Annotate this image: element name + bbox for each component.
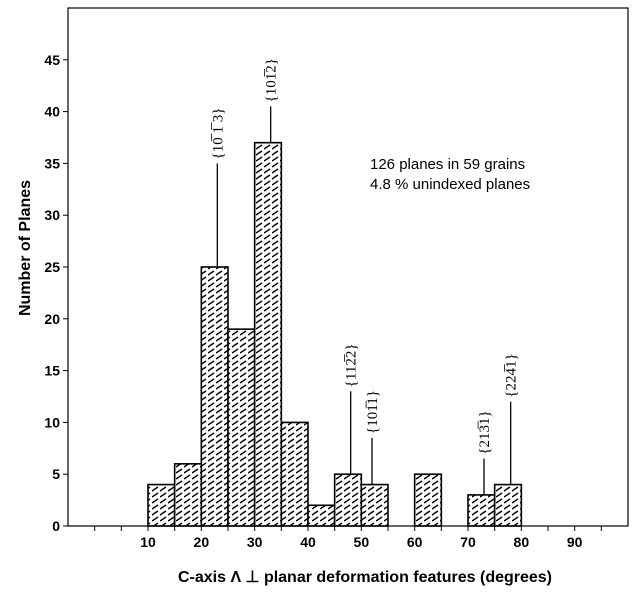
histogram-bar [280,421,309,527]
plot-frame [67,7,629,527]
y-tick-label: 15 [44,363,60,379]
histogram-bar [413,473,443,527]
plane-label: {213̅1} [477,410,493,454]
y-tick-label: 20 [44,311,60,327]
x-tick-label: 50 [354,534,370,550]
histogram-bar [173,463,203,527]
histogram-bar [253,141,283,527]
x-tick-label: 70 [460,534,476,550]
histogram-bar [147,483,176,527]
y-tick-label: 35 [44,155,60,171]
x-tick-label: 90 [567,534,583,550]
x-tick-label: 20 [194,534,210,550]
axes-layer: 10 20 30 40 50 60 70 80 90 0 5 10 15 20 25 30 35 40 45 [44,7,629,550]
x-tick-label: 10 [140,534,156,550]
x-tick-label: 30 [247,534,263,550]
y-tick-label: 30 [44,207,60,223]
annotation-line-1: 126 planes in 59 grains [370,156,525,173]
y-tick-label: 40 [44,104,60,120]
y-tick-label: 25 [44,259,60,275]
plane-label: {101̅1} [365,390,381,434]
x-tick-label: 80 [514,534,530,550]
histogram-bar [467,494,496,527]
x-axis-title: C-axis Λ ⊥ planar deformation features (… [178,569,552,586]
y-tick-label: 45 [44,52,60,68]
histogram-bar [333,473,363,527]
leader-lines-layer [216,106,512,495]
annotation-line-2: 4.8 % unindexed planes [370,176,530,193]
y-tick-label: 10 [44,414,60,430]
plane-label: {224̅1} [504,353,520,397]
y-tick-label: 5 [52,466,60,482]
plane-labels-layer: {10̅ 1̅ 3} {101̅2} {112̅2} {101̅1} {213̅1} {2… [210,58,519,455]
plane-label: {10̅ 1̅ 3} [210,107,226,159]
y-axis-title: Number of Planes [17,180,34,316]
histogram-bar [307,504,336,527]
histogram-bar [360,483,389,527]
plane-label: {101̅2} [264,58,280,102]
x-tick-label: 60 [407,534,423,550]
histogram-bar [493,483,523,527]
x-tick-label: 40 [300,534,316,550]
y-tick-label: 0 [52,518,60,534]
bars-layer [147,141,523,527]
histogram-bar [227,328,256,527]
plane-label: {112̅2} [344,343,360,387]
histogram-bar [200,266,229,527]
